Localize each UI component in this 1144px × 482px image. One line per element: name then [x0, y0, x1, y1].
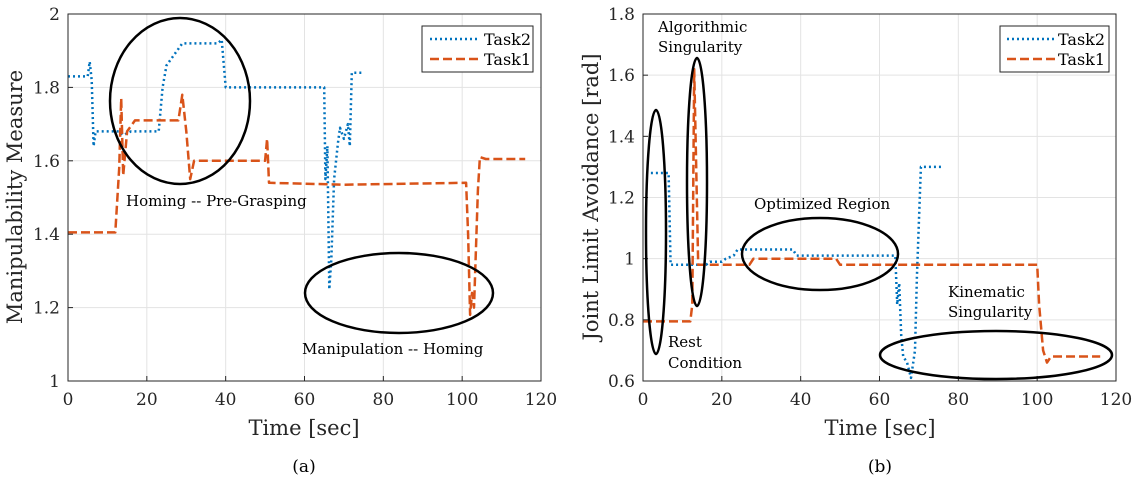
panel-b-annotation-algorithmic-line1: Algorithmic — [657, 18, 747, 36]
panel-a-ellipse-homing — [108, 16, 252, 186]
panel-b-annotation-kinematic-line1: Kinematic — [948, 283, 1025, 301]
panel-a-ytick-label: 1.8 — [33, 78, 60, 98]
panel-b-ticks: 0 20 40 60 80 100 120 0.6 0.8 1 1.2 1.4 1.6 1.8 — [608, 5, 1132, 410]
panel-a-chart: 0 20 40 60 80 100 120 1 1.2 1.4 1.6 1.8 2 Time [sec]… — [3, 5, 557, 477]
panel-b-xtick-label: 20 — [711, 390, 733, 410]
panel-a-xtick-label: 100 — [446, 390, 478, 410]
panel-b-xtick-label: 80 — [948, 390, 970, 410]
panel-b-xlabel: Time [sec] — [824, 416, 935, 440]
panel-b-ellipse-rest — [644, 108, 668, 356]
panel-b-annotation-algorithmic-line2: Singularity — [658, 38, 743, 56]
panel-a-xtick-label: 0 — [63, 390, 74, 410]
panel-a-ylabel: Manipulability Measure — [3, 70, 27, 324]
panel-a-xtick-label: 40 — [215, 390, 237, 410]
panel-b-ytick-label: 1.6 — [608, 66, 635, 86]
panel-a-xtick-label: 80 — [373, 390, 395, 410]
panel-a-legend: Task2 Task1 — [421, 25, 534, 73]
panel-b-ytick-label: 1.2 — [608, 189, 635, 209]
panel-b-ytick-label: 0.8 — [608, 311, 635, 331]
panel-a-annotation-homing: Homing -- Pre-Grasping — [126, 192, 307, 210]
panel-a-ticks: 0 20 40 60 80 100 120 1 1.2 1.4 1.6 1.8 2 — [33, 5, 557, 410]
panel-b-ytick-label: 1.4 — [608, 127, 635, 147]
panel-b-xtick-label: 120 — [1100, 390, 1132, 410]
panel-b-ytick-label: 1.8 — [608, 5, 635, 25]
panel-a-xtick-label: 60 — [294, 390, 316, 410]
panel-a-ytick-label: 1.4 — [33, 225, 60, 245]
panel-b-series-task1-line — [643, 67, 1101, 364]
panel-b-annotation-kinematic-line2: Singularity — [948, 303, 1033, 321]
panel-b-ytick-label: 1 — [624, 250, 635, 270]
panel-a-legend-label-task2: Task2 — [484, 30, 531, 49]
panel-a-ytick-label: 1.2 — [33, 299, 60, 319]
panel-a-ytick-label: 2 — [49, 5, 60, 25]
panel-b-xtick-label: 100 — [1021, 390, 1053, 410]
panel-a-ytick-label: 1 — [49, 372, 60, 392]
panel-b-annotation-optimized: Optimized Region — [754, 195, 890, 213]
panel-a-xtick-label: 20 — [136, 390, 158, 410]
panel-a-ellipse-manipulation — [303, 251, 495, 335]
panel-b-xtick-label: 0 — [638, 390, 649, 410]
panel-a-xtick-label: 120 — [525, 390, 557, 410]
panel-b-ellipse-optimized — [740, 216, 900, 292]
panel-a-series-task2-line — [68, 38, 364, 291]
panel-a-caption: (a) — [292, 457, 315, 477]
panel-b-ylabel: Joint Limit Avoidance [rad] — [579, 53, 603, 342]
panel-b-annotation-rest-line1: Rest — [668, 333, 702, 351]
panel-a-legend-box — [421, 25, 534, 73]
panel-b-caption: (b) — [868, 457, 892, 477]
panel-b-series — [643, 67, 1101, 380]
panel-b-legend: Task2 Task1 — [999, 25, 1110, 73]
panel-a-xlabel: Time [sec] — [248, 416, 359, 440]
panel-b-legend-label-task1: Task1 — [1058, 50, 1105, 69]
panel-a-annotation-manipulation: Manipulation -- Homing — [302, 340, 484, 358]
panel-a-ytick-label: 1.6 — [33, 152, 60, 172]
panel-b-xtick-label: 40 — [790, 390, 812, 410]
panel-b-legend-label-task2: Task2 — [1058, 30, 1105, 49]
panel-a-legend-label-task1: Task1 — [484, 50, 531, 69]
panel-b-ellipse-algorithmic — [685, 56, 709, 308]
panel-b-chart: 0 20 40 60 80 100 120 0.6 0.8 1 1.2 1.4 1.6 1.8 Time … — [579, 5, 1132, 477]
panel-b-annotation-rest-line2: Condition — [668, 354, 742, 372]
panel-b-legend-box — [999, 25, 1110, 73]
panel-b-xtick-label: 60 — [869, 390, 891, 410]
panel-b-ytick-label: 0.6 — [608, 372, 635, 392]
panel-b-ellipse-kinematic — [878, 329, 1114, 381]
